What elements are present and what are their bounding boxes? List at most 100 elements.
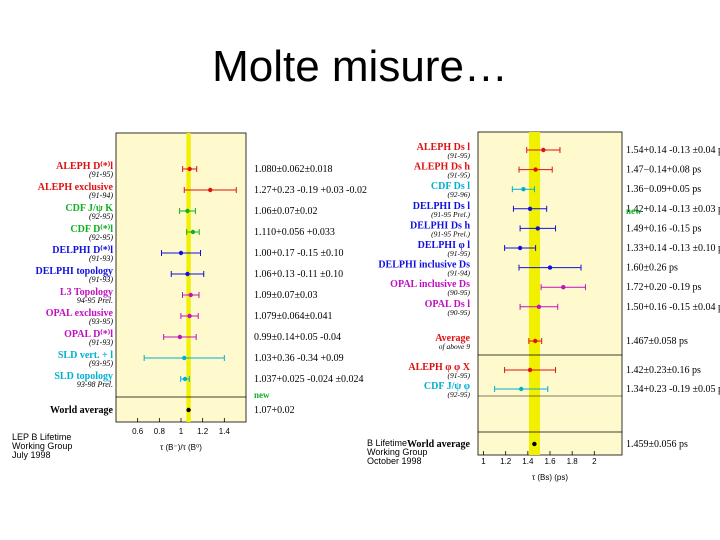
row-sublabel: 94-95 Prel.: [77, 296, 113, 305]
footer-line: Working Group: [367, 447, 427, 457]
page-title: Molte misure…: [212, 42, 508, 91]
row-sublabel: (92-95): [448, 390, 471, 399]
tick-label: 1.2: [500, 457, 512, 466]
footer-line: July 1998: [12, 450, 51, 460]
row-label: DELPHI φ l: [418, 240, 471, 251]
x-axis-label: τ (B⁻)/τ (B⁰): [160, 443, 202, 452]
footer-line: B Lifetime: [367, 438, 407, 448]
row-value: 1.49+0.16 -0.15 ps: [626, 223, 701, 234]
row-sublabel: (91-95): [448, 371, 471, 380]
row-label: Average: [435, 333, 470, 344]
data-point: [177, 334, 183, 340]
row-value: 1.50+0.16 -0.15 ±0.04 ps: [626, 302, 720, 313]
data-point: [527, 367, 533, 373]
tick-label: 1.4: [219, 427, 231, 436]
data-point: [519, 386, 524, 392]
row-label: OPAL D⁽*⁾l: [64, 329, 113, 340]
data-point: [190, 229, 196, 235]
footer-line: LEP B Lifetime: [12, 432, 71, 442]
row-value: 1.00+0.17 -0.15 ±0.10: [254, 248, 343, 259]
chart-panel-1: 0.6 0.8 1 1.2 1.4τ (B⁻)/τ (B⁰)ALEPH D⁽*⁾l(91…: [12, 132, 367, 460]
tick-label: 2: [592, 457, 597, 466]
row-label: DELPHI D⁽*⁾l: [52, 245, 113, 256]
world-average-value: 1.07+0.02: [254, 405, 295, 416]
row-sublabel: (93-95): [89, 317, 113, 326]
tick-label: 1: [179, 427, 184, 436]
row-sublabel: (91-93): [89, 275, 113, 284]
row-label: OPAL exclusive: [46, 308, 114, 319]
world-average-label: World average: [50, 405, 114, 416]
row-label: SLD vert. + l: [58, 350, 113, 361]
plot-area: [477, 131, 623, 456]
data-point: [208, 187, 213, 193]
row-value: 1.36−0.09+0.05 ps: [626, 184, 701, 195]
row-value: 1.72+0.20 -0.19 ps: [626, 282, 701, 293]
data-point: [527, 206, 533, 211]
data-point: [561, 285, 566, 290]
row-value: 1.54+0.14 -0.13 ±0.04 ps: [626, 145, 720, 156]
data-point: [185, 271, 190, 277]
data-point: [521, 187, 526, 192]
tick-label: 1.8: [567, 457, 579, 466]
row-sublabel: (91-95): [89, 170, 113, 179]
row-value: 1.467±0.058 ps: [626, 336, 688, 347]
data-point: [178, 250, 184, 256]
row-sublabel: (91-95): [448, 171, 471, 180]
x-axis-label: τ (Bs) (ps): [532, 473, 568, 482]
data-point: [188, 292, 193, 298]
average-band: [528, 132, 541, 455]
row-value: 1.079±0.064±0.041: [254, 311, 332, 322]
row-label: ALEPH Ds l: [417, 142, 471, 153]
plot-area: [115, 132, 247, 423]
tick-label: 0.6: [132, 427, 144, 436]
world-average-point: [186, 407, 191, 413]
data-point: [182, 355, 187, 361]
row-value: 0.99±0.14+0.05 -0.04: [254, 332, 341, 343]
row-label: OPAL inclusive Ds: [390, 279, 470, 290]
row-value: 1.42+0.14 -0.13 ±0.03 ps: [626, 204, 720, 215]
row-sublabel: (91-95 Prel.): [431, 229, 470, 238]
row-label: ALEPH exclusive: [38, 182, 114, 193]
row-sublabel: (90-95): [448, 288, 471, 297]
row-sublabel: (91-95 Prel.): [431, 210, 470, 219]
data-point: [541, 147, 546, 153]
data-point: [536, 304, 542, 309]
row-value: 1.110+0.056 +0.033: [254, 227, 335, 238]
row-value: 1.34+0.23 -0.19 ±0.05 ps: [626, 384, 720, 395]
row-sublabel: (91-94): [89, 191, 113, 200]
row-value: 1.42±0.23±0.16 ps: [626, 365, 701, 376]
chart-panel-2: 1 1.2 1.4 1.6 1.8 2τ (Bs) (ps)ALEPH Ds l(91-9…: [367, 131, 720, 482]
row-label: ALEPH Ds h: [414, 162, 471, 173]
row-sublabel: (91-95): [448, 151, 471, 160]
row-sublabel: (90-95): [448, 308, 471, 317]
data-point: [533, 167, 538, 172]
row-sublabel: (91-93): [89, 338, 113, 347]
tick-label: 1.2: [197, 427, 209, 436]
row-sublabel: (91-93): [89, 254, 113, 263]
row-value: 1.037+0.025 -0.024 ±0.024: [254, 374, 363, 385]
tick-label: 1.4: [522, 457, 534, 466]
data-point: [187, 313, 192, 319]
row-value: 1.60±0.26 ps: [626, 263, 678, 274]
row-label: SLD topology: [54, 371, 113, 382]
row-value: 1.09±0.07±0.03: [254, 290, 317, 301]
row-label: DELPHI topology: [35, 266, 113, 277]
row-label: OPAL Ds l: [425, 299, 471, 310]
row-label: DELPHI Ds l: [413, 201, 470, 212]
row-value: 1.06±0.07±0.02: [254, 206, 317, 217]
row-label: CDF Ds l: [431, 181, 470, 192]
world-average-label: World average: [407, 439, 471, 450]
average-band: [186, 133, 191, 422]
data-point: [533, 338, 538, 344]
data-point: [547, 265, 553, 270]
row-sublabel: (92-96): [448, 190, 471, 199]
row-sublabel: (91-94): [448, 269, 471, 278]
row-sublabel: (93-95): [89, 359, 113, 368]
row-value: 1.33+0.14 -0.13 ±0.10 ps: [626, 243, 720, 254]
row-label: ALEPH D⁽*⁾l: [56, 161, 113, 172]
row-sublabel: 93-98 Prel.: [77, 380, 113, 389]
row-label: DELPHI inclusive Ds: [378, 260, 470, 271]
footer-line: Working Group: [12, 441, 72, 451]
row-value: 1.47−0.14+0.08 ps: [626, 165, 701, 176]
